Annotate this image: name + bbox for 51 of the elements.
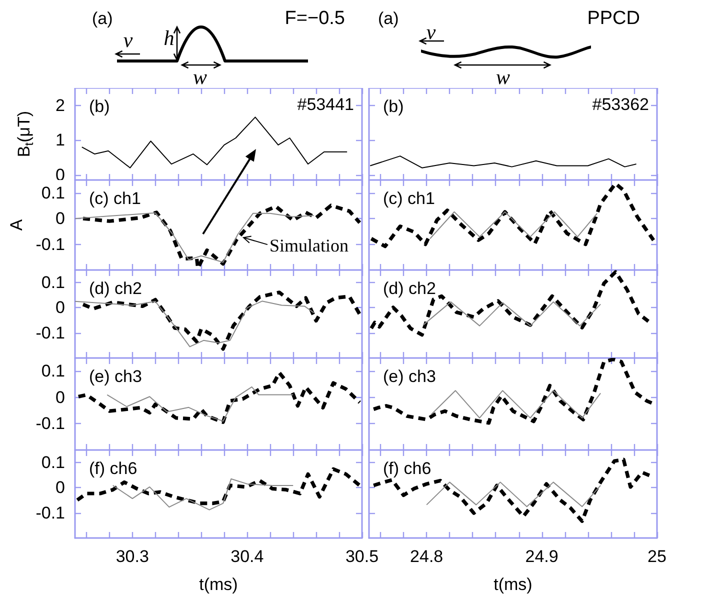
text: (b) <box>89 97 110 116</box>
annotation: #53362 <box>592 95 650 114</box>
text: PPCD <box>587 8 640 29</box>
text: (d) ch2 <box>383 279 436 298</box>
line-series <box>74 300 314 348</box>
text: (e) ch3 <box>383 367 436 386</box>
y-tick-label: 0 <box>56 478 65 498</box>
text: (a) <box>92 9 113 28</box>
y-tick-label: 2 <box>56 96 65 115</box>
y-tick-label: 0 <box>56 388 65 407</box>
line-series <box>112 478 294 510</box>
annotation: w <box>496 65 510 89</box>
y-tick-label: 0.1 <box>41 273 65 292</box>
y-axis-title: A <box>6 218 26 231</box>
y-tick-label: 0.1 <box>41 362 65 381</box>
line-series <box>106 386 294 422</box>
annotation: Simulation <box>269 236 348 256</box>
text: (a) <box>378 9 399 28</box>
annotation: w <box>192 65 208 89</box>
text: (c) ch1 <box>89 189 141 208</box>
y-tick-label: -0.1 <box>36 503 65 522</box>
x-tick-label: 30.5 <box>345 547 379 566</box>
annotation: #53441 <box>297 95 354 114</box>
x-axis-title: t(ms) <box>199 575 238 594</box>
text: v <box>426 20 436 44</box>
y-tick-label: 0.1 <box>41 183 65 202</box>
text: v <box>123 28 134 52</box>
y-tick-label: 1 <box>56 130 65 150</box>
y-axis-title: Bt(μT) <box>14 110 36 158</box>
x-tick-label: 24.8 <box>410 547 444 566</box>
line-series <box>76 370 362 424</box>
text: (f) ch6 <box>89 459 138 478</box>
y-tick-label: -0.1 <box>36 234 65 254</box>
y-tick-label: -0.1 <box>36 414 65 434</box>
y-tick-label: 0.1 <box>41 453 65 472</box>
x-tick-label: 25 <box>648 547 666 566</box>
text: h <box>164 26 174 50</box>
text: (b) <box>383 97 404 116</box>
y-tick-label: -0.1 <box>36 323 65 342</box>
text: (c) ch1 <box>383 189 435 208</box>
text: (d) ch2 <box>89 279 142 298</box>
x-tick-label: 24.9 <box>525 547 558 566</box>
y-tick-label: 0 <box>56 298 65 318</box>
text: (f) ch6 <box>383 459 432 478</box>
x-tick-label: 30.4 <box>230 547 264 566</box>
x-tick-label: 30.3 <box>116 547 149 566</box>
text: F=−0.5 <box>284 8 345 29</box>
text: (e) ch3 <box>89 367 142 386</box>
line-series <box>81 116 348 168</box>
x-axis-title: t(ms) <box>494 575 532 594</box>
y-tick-label: 0 <box>56 209 65 228</box>
